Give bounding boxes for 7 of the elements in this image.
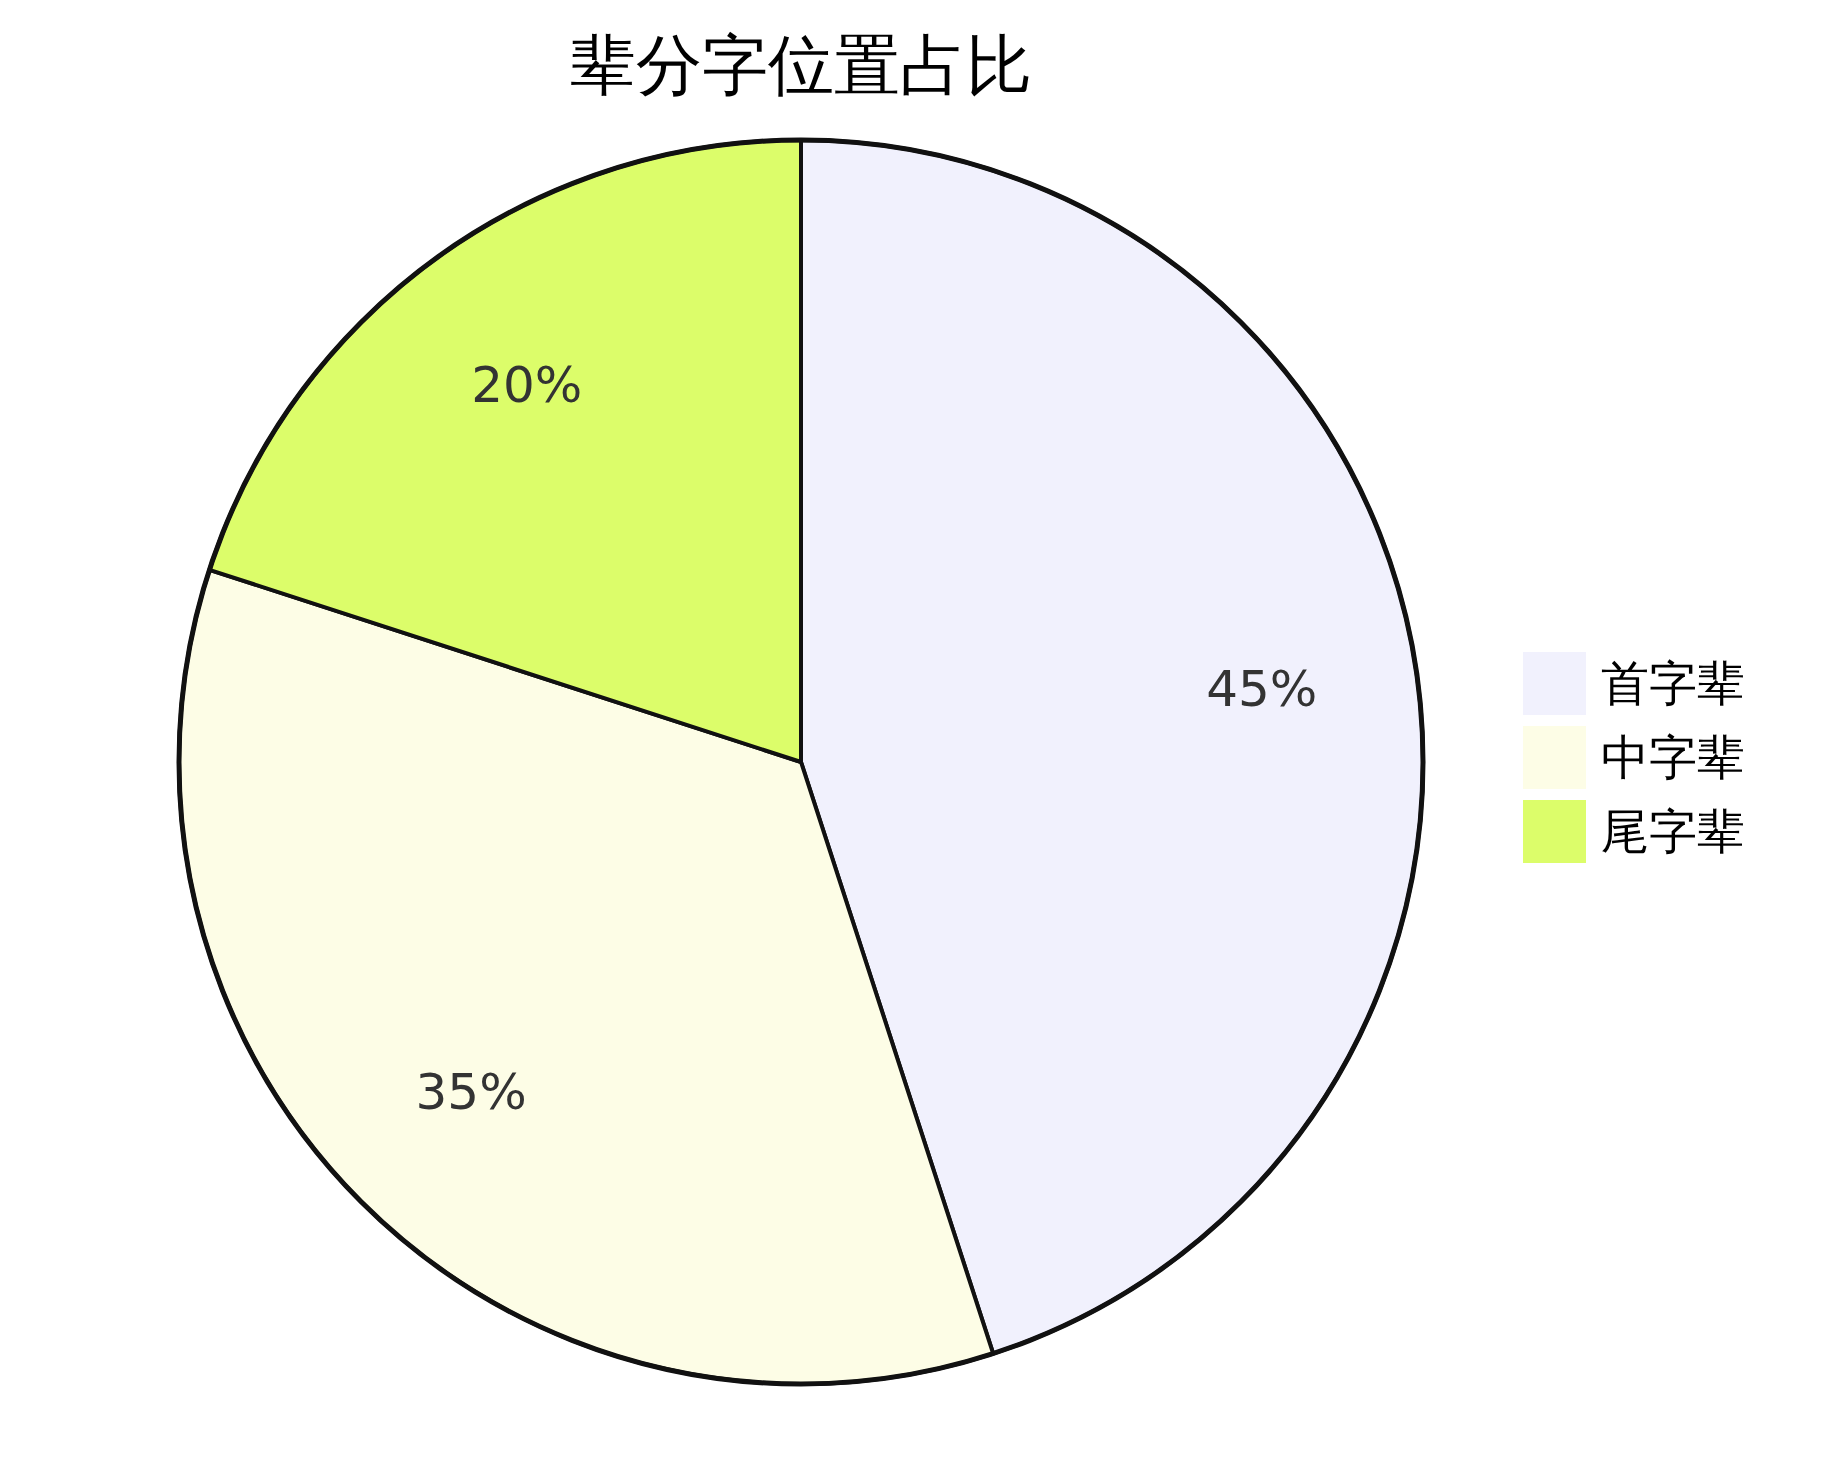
legend-label: 中字辈 [1601, 729, 1745, 785]
chart-title: 辈分字位置占比 [570, 26, 1032, 104]
data-label: 45% [1206, 660, 1318, 719]
data-label: 35% [415, 1062, 527, 1121]
data-label: 20% [471, 355, 583, 414]
slice-label: 首字辈 [1601, 655, 1745, 711]
legend-label: 尾字辈 [1601, 803, 1745, 859]
